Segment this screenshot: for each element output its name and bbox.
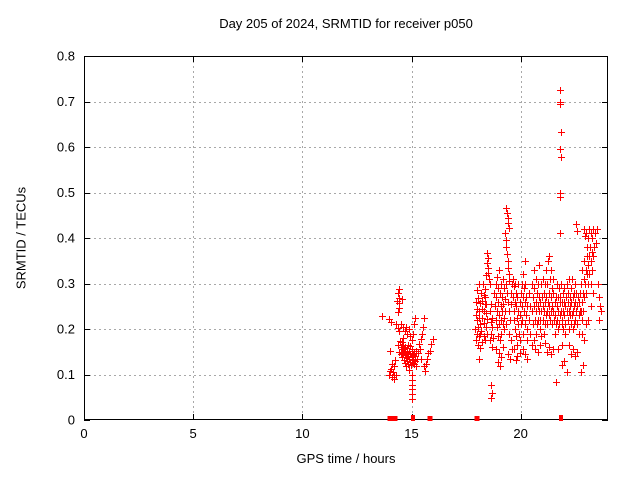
x-tick-label: 0 bbox=[80, 426, 87, 441]
zero-marker bbox=[413, 415, 415, 421]
zero-markers bbox=[387, 415, 563, 421]
y-tick-label: 0.1 bbox=[57, 367, 75, 382]
y-tick-label: 0.7 bbox=[57, 94, 75, 109]
zero-marker bbox=[474, 416, 480, 421]
zero-marker bbox=[559, 415, 561, 421]
x-tick-label: 5 bbox=[190, 426, 197, 441]
scatter-points bbox=[379, 87, 605, 403]
chart-title: Day 205 of 2024, SRMTID for receiver p05… bbox=[219, 16, 473, 31]
y-tick-label: 0.4 bbox=[57, 231, 75, 246]
zero-marker bbox=[411, 415, 413, 421]
y-tick-label: 0.3 bbox=[57, 276, 75, 291]
x-tick-label: 20 bbox=[513, 426, 527, 441]
zero-marker bbox=[387, 416, 393, 421]
x-tick-label: 10 bbox=[295, 426, 309, 441]
zero-marker bbox=[561, 415, 563, 421]
tick-labels: 0 5 10 15 20 0 0.1 0.2 0.3 0.4 0.5 0.6 0.7 0.8 bbox=[57, 49, 528, 442]
zero-marker bbox=[427, 416, 433, 421]
y-tick-label: 0.5 bbox=[57, 185, 75, 200]
gridlines bbox=[84, 56, 608, 420]
y-tick-label: 0.8 bbox=[57, 49, 75, 64]
x-axis-label: GPS time / hours bbox=[296, 451, 396, 466]
y-tick-label: 0.6 bbox=[57, 140, 75, 155]
y-tick-label: 0.2 bbox=[57, 322, 75, 337]
y-tick-label: 0 bbox=[68, 413, 75, 428]
x-tick-label: 15 bbox=[404, 426, 418, 441]
zero-marker bbox=[392, 416, 398, 421]
